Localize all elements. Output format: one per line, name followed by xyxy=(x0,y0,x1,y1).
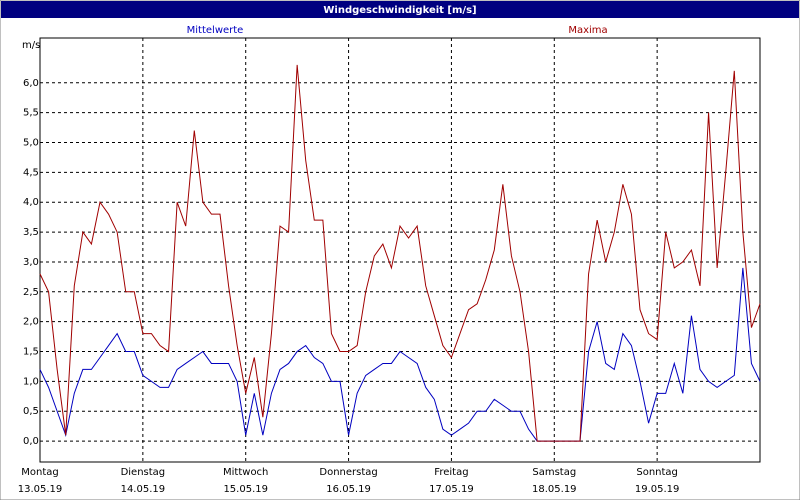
x-tick-date: 13.05.19 xyxy=(18,484,63,495)
y-tick-label: 3,0 xyxy=(23,257,39,268)
y-tick-label: 2,0 xyxy=(23,317,39,328)
y-unit: m/s xyxy=(22,40,40,51)
y-tick-label: 4,0 xyxy=(23,197,39,208)
y-tick-label: 0,5 xyxy=(23,406,39,417)
legend-label: Maxima xyxy=(568,25,607,36)
legend-label: Mittelwerte xyxy=(187,25,244,36)
series-line xyxy=(39,64,761,442)
x-tick-label: Samstag xyxy=(532,467,576,478)
x-tick-label: Donnerstag xyxy=(319,467,377,478)
x-tick-date: 16.05.19 xyxy=(326,484,371,495)
x-tick-date: 19.05.19 xyxy=(635,484,680,495)
y-tick-label: 3,5 xyxy=(23,227,39,238)
x-tick-label: Dienstag xyxy=(121,467,166,478)
x-tick-label: Sonntag xyxy=(636,467,678,478)
x-tick-label: Freitag xyxy=(434,467,468,478)
y-tick-label: 1,0 xyxy=(23,376,39,387)
y-tick-label: 4,5 xyxy=(23,167,39,178)
y-tick-label: 6,0 xyxy=(23,78,39,89)
chart-title: Windgeschwindigkeit [m/s] xyxy=(323,5,476,16)
series-line xyxy=(39,267,761,442)
y-tick-label: 5,5 xyxy=(23,108,39,119)
y-tick-label: 5,0 xyxy=(23,138,39,149)
y-tick-label: 2,5 xyxy=(23,287,39,298)
x-tick-date: 14.05.19 xyxy=(121,484,166,495)
x-tick-label: Montag xyxy=(21,467,58,478)
title-bar xyxy=(1,1,799,18)
x-tick-date: 15.05.19 xyxy=(223,484,268,495)
y-tick-label: 1,5 xyxy=(23,347,39,358)
x-tick-date: 18.05.19 xyxy=(532,484,577,495)
x-tick-label: Mittwoch xyxy=(223,467,268,478)
x-tick-date: 17.05.19 xyxy=(429,484,474,495)
y-tick-label: 0,0 xyxy=(23,436,39,447)
